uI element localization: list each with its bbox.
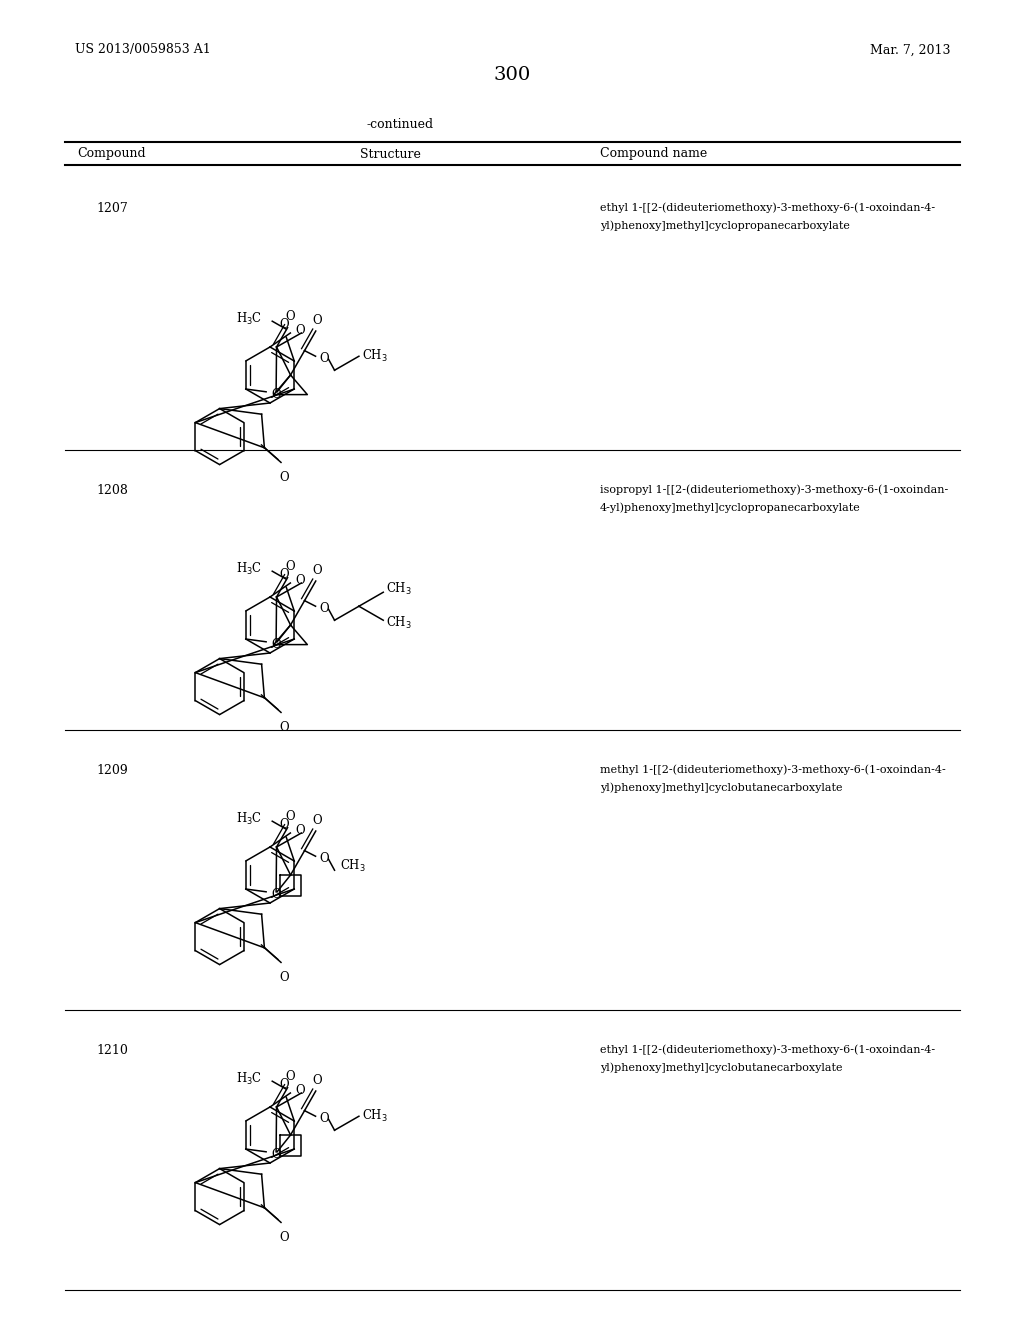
Text: 1207: 1207	[96, 202, 128, 214]
Text: isopropyl 1-[[2-(dideuteriomethoxy)-3-methoxy-6-(1-oxoindan-: isopropyl 1-[[2-(dideuteriomethoxy)-3-me…	[600, 484, 948, 495]
Text: O: O	[286, 310, 295, 322]
Text: Structure: Structure	[359, 148, 421, 161]
Text: H$_3$C: H$_3$C	[237, 1071, 262, 1088]
Text: Mar. 7, 2013: Mar. 7, 2013	[869, 44, 950, 57]
Text: H$_3$C: H$_3$C	[237, 812, 262, 828]
Text: 1209: 1209	[96, 763, 128, 776]
Text: O: O	[319, 1111, 329, 1125]
Text: Compound name: Compound name	[600, 148, 708, 161]
Text: yl)phenoxy]methyl]cyclobutanecarboxylate: yl)phenoxy]methyl]cyclobutanecarboxylate	[600, 783, 843, 793]
Text: H$_3$C: H$_3$C	[237, 312, 262, 327]
Text: O: O	[280, 318, 289, 331]
Text: O: O	[295, 1084, 305, 1097]
Text: CH$_3$: CH$_3$	[361, 348, 388, 364]
Text: H$_3$C: H$_3$C	[237, 561, 262, 577]
Text: yl)phenoxy]methyl]cyclopropanecarboxylate: yl)phenoxy]methyl]cyclopropanecarboxylat…	[600, 220, 850, 231]
Text: O: O	[271, 639, 281, 651]
Text: 1210: 1210	[96, 1044, 128, 1056]
Text: O: O	[280, 568, 289, 581]
Text: 1208: 1208	[96, 483, 128, 496]
Text: O: O	[271, 888, 281, 902]
Text: O: O	[280, 1232, 289, 1245]
Text: O: O	[280, 1078, 289, 1092]
Text: O: O	[295, 323, 305, 337]
Text: 300: 300	[494, 66, 530, 84]
Text: O: O	[319, 351, 329, 364]
Text: CH$_3$: CH$_3$	[340, 858, 366, 874]
Text: O: O	[286, 560, 295, 573]
Text: O: O	[271, 388, 281, 401]
Text: O: O	[280, 471, 289, 484]
Text: US 2013/0059853 A1: US 2013/0059853 A1	[75, 44, 211, 57]
Text: O: O	[286, 809, 295, 822]
Text: O: O	[280, 818, 289, 832]
Text: O: O	[312, 564, 322, 577]
Text: O: O	[295, 824, 305, 837]
Text: CH$_3$: CH$_3$	[386, 581, 413, 597]
Text: O: O	[312, 814, 322, 828]
Text: methyl 1-[[2-(dideuteriomethoxy)-3-methoxy-6-(1-oxoindan-4-: methyl 1-[[2-(dideuteriomethoxy)-3-metho…	[600, 764, 946, 775]
Text: CH$_3$: CH$_3$	[386, 615, 413, 631]
Text: O: O	[271, 1148, 281, 1162]
Text: ethyl 1-[[2-(dideuteriomethoxy)-3-methoxy-6-(1-oxoindan-4-: ethyl 1-[[2-(dideuteriomethoxy)-3-methox…	[600, 1044, 935, 1055]
Text: O: O	[312, 314, 322, 327]
Text: CH$_3$: CH$_3$	[361, 1109, 388, 1125]
Text: O: O	[312, 1074, 322, 1088]
Text: yl)phenoxy]methyl]cyclobutanecarboxylate: yl)phenoxy]methyl]cyclobutanecarboxylate	[600, 1063, 843, 1073]
Text: O: O	[319, 602, 329, 615]
Text: Compound: Compound	[78, 148, 146, 161]
Text: -continued: -continued	[367, 119, 433, 132]
Text: O: O	[295, 573, 305, 586]
Text: O: O	[286, 1069, 295, 1082]
Text: O: O	[280, 722, 289, 734]
Text: 4-yl)phenoxy]methyl]cyclopropanecarboxylate: 4-yl)phenoxy]methyl]cyclopropanecarboxyl…	[600, 503, 861, 513]
Text: ethyl 1-[[2-(dideuteriomethoxy)-3-methoxy-6-(1-oxoindan-4-: ethyl 1-[[2-(dideuteriomethoxy)-3-methox…	[600, 203, 935, 214]
Text: O: O	[319, 851, 329, 865]
Text: O: O	[280, 972, 289, 985]
